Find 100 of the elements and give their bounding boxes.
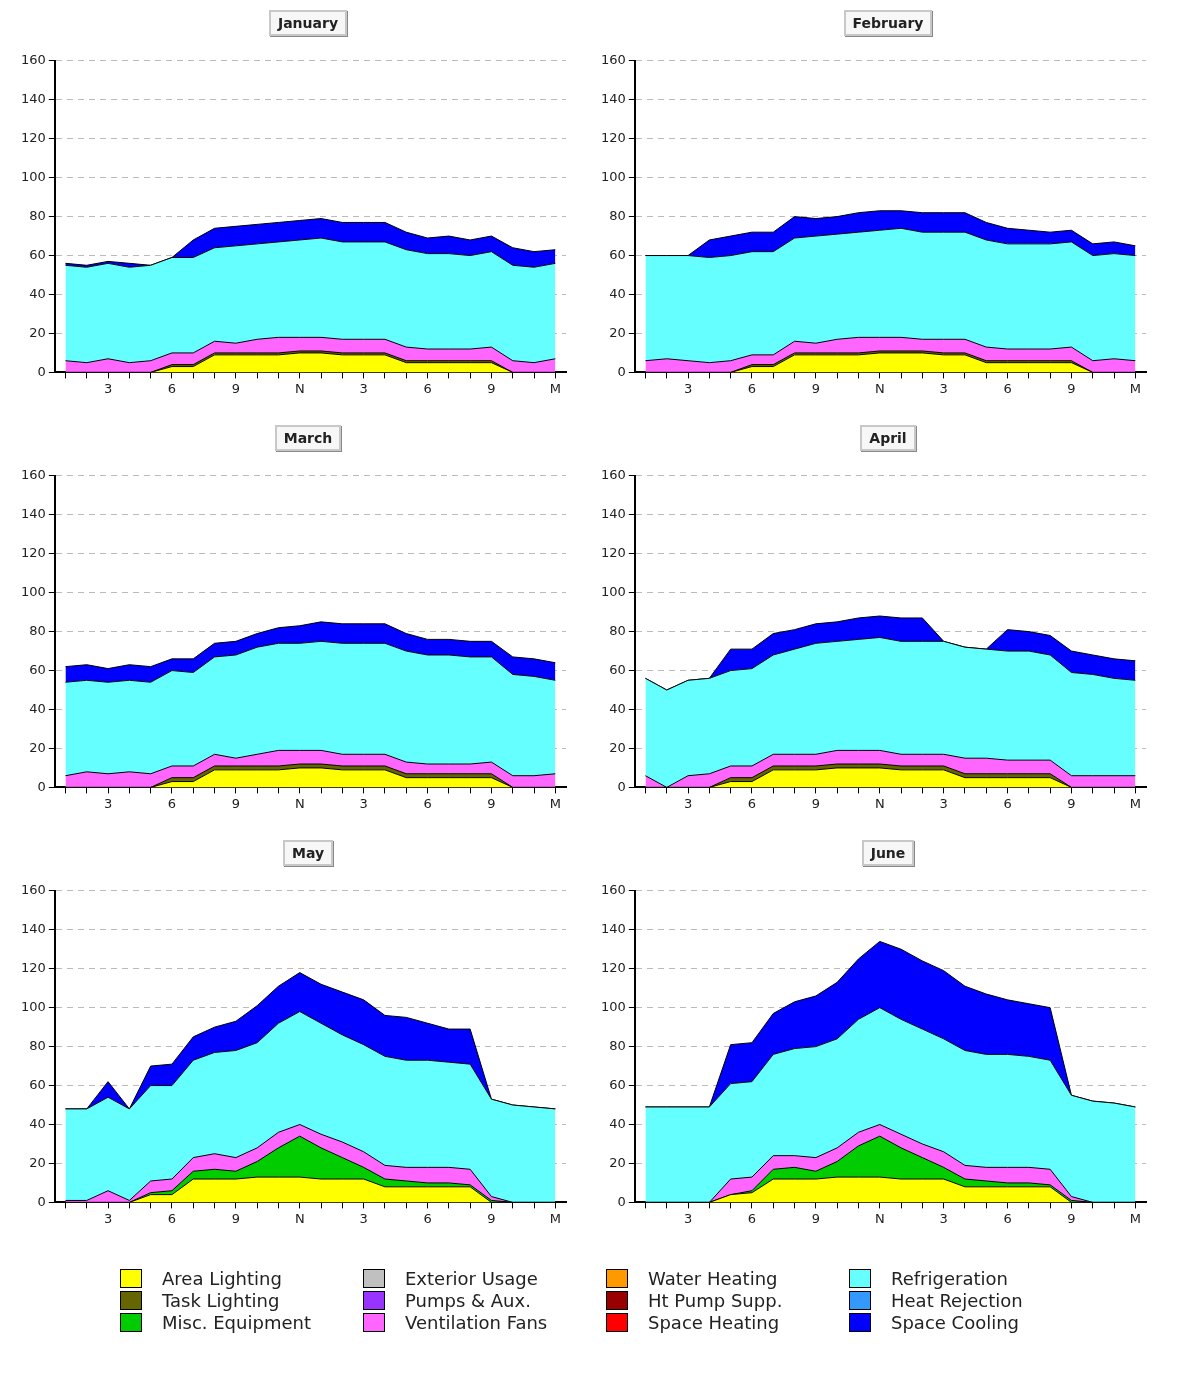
y-tick-label: 120 — [600, 960, 626, 976]
x-tick-label: M — [549, 380, 561, 396]
y-tick-label: 120 — [20, 545, 46, 561]
x-tick-label: 3 — [103, 795, 113, 811]
x-tick-label: 6 — [167, 795, 177, 811]
legend-label: Exterior Usage — [405, 1267, 538, 1289]
y-tick-label: 0 — [37, 1193, 46, 1209]
x-tick-label: M — [1129, 795, 1141, 811]
chart-title: February — [843, 10, 933, 36]
y-tick-label: 120 — [20, 130, 46, 146]
legend-label: Water Heating — [648, 1267, 778, 1289]
y-tick-label: 120 — [600, 545, 626, 561]
y-tick-label: 80 — [609, 622, 626, 638]
chart-title: March — [274, 425, 342, 451]
y-tick-label: 20 — [29, 1154, 46, 1170]
x-tick-label: 9 — [487, 1210, 496, 1226]
x-tick-label: 3 — [103, 380, 113, 396]
x-tick-label: 3 — [359, 1210, 368, 1226]
y-tick-label: 40 — [609, 700, 626, 716]
y-tick-label: 120 — [600, 130, 626, 146]
y-tick-label: 140 — [20, 506, 46, 522]
x-tick-label: 3 — [939, 380, 948, 396]
x-tick-label: 6 — [423, 380, 432, 396]
y-tick-label: 160 — [20, 882, 46, 898]
x-tick-label: N — [874, 1210, 885, 1226]
y-tick-label: 20 — [609, 324, 626, 340]
chart-title: May — [282, 840, 334, 866]
x-tick-label: 6 — [1003, 795, 1012, 811]
legend-label: Ventilation Fans — [405, 1311, 548, 1333]
x-tick-label: M — [549, 795, 561, 811]
x-tick-label: N — [294, 795, 305, 811]
y-tick-label: 60 — [29, 1076, 46, 1092]
y-tick-label: 40 — [609, 285, 626, 301]
legend-label: Task Lighting — [162, 1289, 280, 1311]
y-tick-label: 0 — [37, 363, 46, 379]
y-tick-label: 0 — [617, 363, 626, 379]
y-tick-label: 140 — [600, 506, 626, 522]
y-tick-label: 100 — [20, 999, 46, 1015]
y-tick-label: 80 — [29, 622, 46, 638]
x-tick-label: 9 — [231, 380, 240, 396]
y-tick-label: 20 — [609, 739, 626, 755]
x-tick-label: 6 — [167, 1210, 177, 1226]
x-tick-label: 3 — [103, 1210, 113, 1226]
x-tick-label: 6 — [747, 1210, 757, 1226]
x-tick-label: 3 — [939, 795, 948, 811]
x-tick-label: 9 — [811, 795, 820, 811]
x-tick-label: 9 — [231, 1210, 240, 1226]
y-tick-label: 80 — [29, 1037, 46, 1053]
chart-title: June — [861, 840, 915, 866]
y-tick-label: 100 — [20, 169, 46, 185]
y-tick-label: 40 — [609, 1115, 626, 1131]
x-tick-label: M — [1129, 380, 1141, 396]
x-tick-label: 6 — [167, 380, 177, 396]
y-tick-label: 100 — [20, 584, 46, 600]
x-tick-label: 3 — [939, 1210, 948, 1226]
y-tick-label: 140 — [20, 91, 46, 107]
x-tick-label: 9 — [487, 380, 496, 396]
y-tick-label: 0 — [37, 778, 46, 794]
x-tick-label: 3 — [359, 795, 368, 811]
y-tick-label: 160 — [20, 52, 46, 68]
y-tick-label: 80 — [609, 1037, 626, 1053]
x-tick-label: 3 — [683, 1210, 693, 1226]
y-tick-label: 160 — [600, 882, 626, 898]
legend-label: Pumps & Aux. — [405, 1289, 531, 1311]
legend-label: Area Lighting — [162, 1267, 282, 1289]
x-tick-label: N — [874, 380, 885, 396]
y-tick-label: 20 — [29, 324, 46, 340]
y-tick-label: 100 — [600, 999, 626, 1015]
y-tick-label: 60 — [29, 661, 46, 677]
x-tick-label: 9 — [487, 795, 496, 811]
x-tick-label: M — [549, 1210, 561, 1226]
chart-title: January — [268, 10, 348, 36]
x-tick-label: 3 — [683, 380, 693, 396]
x-tick-label: 9 — [1067, 795, 1076, 811]
y-tick-label: 160 — [20, 467, 46, 483]
y-tick-label: 20 — [609, 1154, 626, 1170]
y-tick-label: 40 — [29, 285, 46, 301]
y-tick-label: 0 — [617, 778, 626, 794]
x-tick-label: N — [294, 1210, 305, 1226]
x-tick-label: 9 — [811, 380, 820, 396]
y-tick-label: 80 — [609, 207, 626, 223]
y-tick-label: 60 — [609, 1076, 626, 1092]
legend-label: Refrigeration — [891, 1267, 1008, 1289]
legend-label: Ht Pump Supp. — [648, 1289, 783, 1311]
y-tick-label: 20 — [29, 739, 46, 755]
x-tick-label: M — [1129, 1210, 1141, 1226]
x-tick-label: 3 — [683, 795, 693, 811]
y-tick-label: 160 — [600, 52, 626, 68]
y-tick-label: 60 — [609, 661, 626, 677]
y-tick-label: 60 — [609, 246, 626, 262]
x-tick-label: 3 — [359, 380, 368, 396]
x-tick-label: 6 — [1003, 380, 1012, 396]
x-tick-label: 9 — [1067, 1210, 1076, 1226]
y-tick-label: 140 — [600, 91, 626, 107]
y-tick-label: 40 — [29, 1115, 46, 1131]
x-tick-label: 9 — [231, 795, 240, 811]
y-tick-label: 160 — [600, 467, 626, 483]
y-tick-label: 0 — [617, 1193, 626, 1209]
x-tick-label: N — [294, 380, 305, 396]
y-tick-label: 60 — [29, 246, 46, 262]
